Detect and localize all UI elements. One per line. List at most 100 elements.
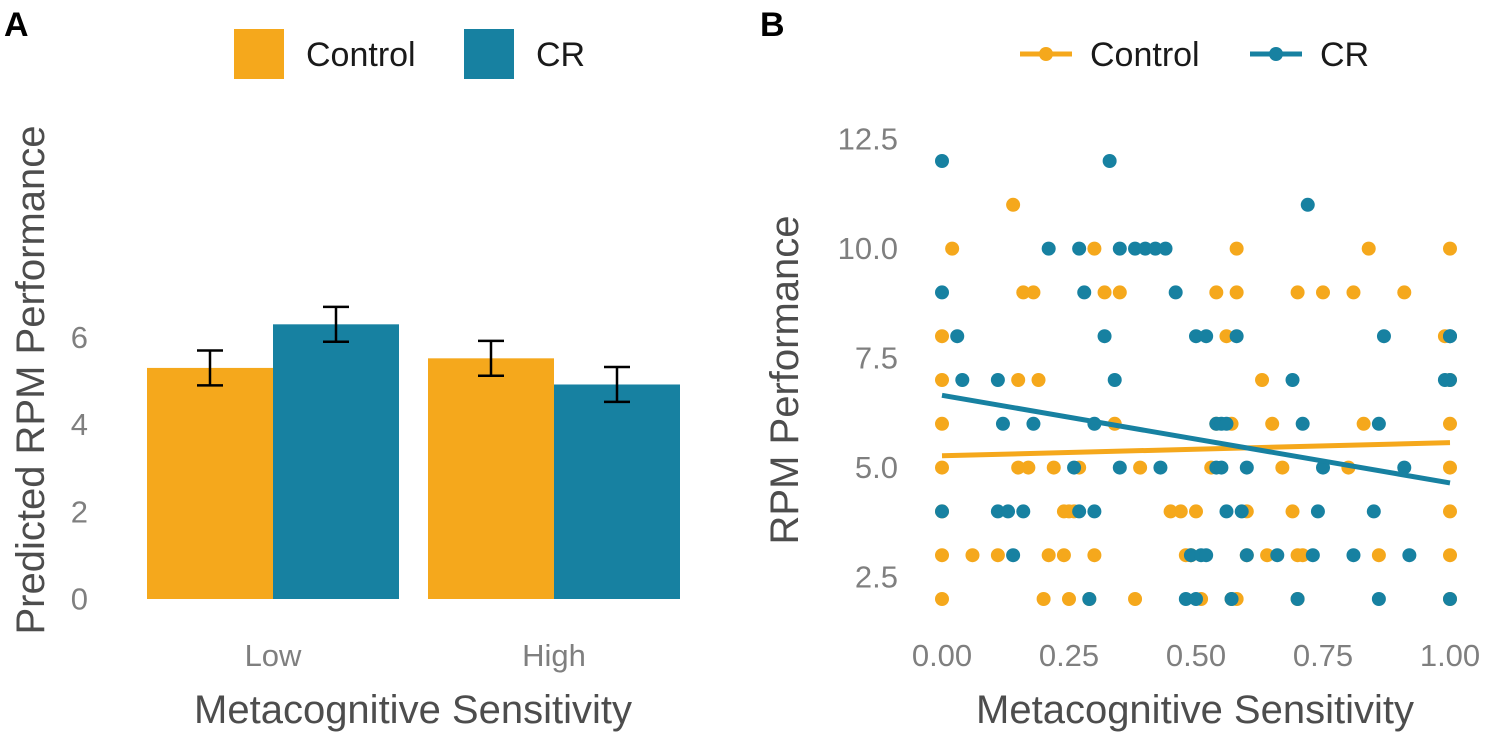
point-control — [1443, 460, 1457, 475]
point-control — [1016, 285, 1031, 300]
point-cr — [1158, 241, 1173, 256]
point-control — [1371, 548, 1386, 563]
point-cr — [1402, 548, 1417, 563]
point-control — [1346, 285, 1361, 300]
panel-a: A Control CR 0 2 4 6 Low High Metacognit… — [4, 6, 680, 732]
bar-control-high — [428, 358, 554, 599]
x-axis-title-b: Metacognitive Sensitivity — [976, 688, 1414, 732]
point-control — [1087, 241, 1102, 256]
point-cr — [1239, 460, 1254, 475]
point-control — [1046, 460, 1061, 475]
series-cr — [935, 154, 1457, 606]
legend-label-cr: CR — [536, 36, 585, 74]
y-tick-label: 7.5 — [855, 341, 898, 376]
x-tick-label: 0.50 — [1166, 638, 1226, 673]
x-tick-label: 0.75 — [1293, 638, 1353, 673]
legend-swatch-cr — [464, 29, 514, 79]
point-cr — [1234, 504, 1249, 519]
point-control — [1361, 241, 1376, 256]
point-control — [1219, 329, 1234, 344]
point-cr — [1097, 329, 1112, 344]
point-control — [1128, 592, 1143, 606]
point-cr — [1270, 548, 1285, 563]
point-cr — [990, 504, 1005, 519]
point-control — [1189, 504, 1203, 519]
point-control — [1316, 285, 1330, 300]
point-control — [1443, 416, 1457, 431]
point-cr — [995, 416, 1010, 431]
point-cr — [1189, 329, 1203, 344]
point-control — [1163, 504, 1178, 519]
point-control — [1031, 373, 1046, 387]
point-cr — [1148, 241, 1163, 256]
legend-label-control: Control — [1090, 36, 1200, 74]
point-control — [935, 460, 949, 475]
y-tick-label: 5.0 — [855, 450, 898, 485]
point-cr — [1376, 329, 1391, 344]
x-tick-label-high: High — [522, 638, 586, 673]
point-cr — [1128, 241, 1143, 256]
legend-label-cr: CR — [1320, 36, 1369, 74]
legend-dot-control — [1039, 47, 1053, 61]
point-control — [1041, 548, 1056, 563]
point-cr — [1285, 373, 1300, 387]
point-cr — [1219, 504, 1234, 519]
point-control — [1133, 460, 1148, 475]
point-cr — [1443, 592, 1457, 606]
point-cr — [1229, 329, 1244, 344]
point-control — [1011, 373, 1026, 387]
point-cr — [1219, 416, 1234, 431]
point-cr — [1366, 504, 1381, 519]
panel-label-a: A — [4, 6, 29, 44]
legend-dot-cr — [1269, 47, 1283, 61]
point-control — [1295, 548, 1310, 563]
point-control — [1443, 504, 1457, 519]
point-cr — [1310, 504, 1325, 519]
point-cr — [1199, 548, 1214, 563]
point-control — [1097, 285, 1112, 300]
point-cr — [1371, 592, 1386, 606]
point-cr — [935, 154, 949, 168]
point-control — [1056, 548, 1071, 563]
point-control — [1260, 548, 1275, 563]
y-tick-label: 6 — [71, 320, 88, 355]
point-cr — [1072, 504, 1087, 519]
point-cr — [1001, 504, 1016, 519]
point-control — [1285, 504, 1300, 519]
series-control — [935, 197, 1457, 606]
legend-a: Control CR — [234, 29, 585, 79]
point-cr — [1087, 504, 1102, 519]
error-bar-cr-high — [604, 365, 630, 404]
point-cr — [1153, 460, 1168, 475]
bar-control-low — [147, 367, 273, 599]
point-control — [1229, 241, 1244, 256]
point-cr — [935, 285, 949, 300]
point-control — [1011, 460, 1026, 475]
y-axis-title-a: Predicted RPM Performance — [9, 125, 53, 634]
error-bar-control-high — [478, 339, 504, 378]
point-cr — [1371, 416, 1386, 431]
point-cr — [1138, 241, 1153, 256]
point-control — [1290, 285, 1305, 300]
legend-b: Control CR — [1020, 36, 1369, 74]
point-cr — [1107, 373, 1122, 387]
y-tick-label: 2.5 — [855, 560, 898, 595]
point-control — [1026, 285, 1041, 300]
point-cr — [1082, 592, 1097, 606]
point-cr — [950, 329, 965, 344]
bar-cr-high — [554, 384, 680, 599]
point-control — [1112, 285, 1127, 300]
point-control — [1036, 592, 1051, 606]
point-control — [1173, 504, 1188, 519]
point-control — [1397, 285, 1412, 300]
point-cr — [1077, 285, 1092, 300]
point-cr — [1016, 504, 1031, 519]
point-cr — [1295, 416, 1310, 431]
point-control — [1021, 460, 1036, 475]
point-control — [935, 329, 949, 344]
y-axis-title-b: RPM Performance — [763, 216, 807, 545]
bar-cr-low — [273, 324, 399, 599]
point-cr — [1189, 592, 1203, 606]
panel-label-b: B — [760, 6, 785, 44]
